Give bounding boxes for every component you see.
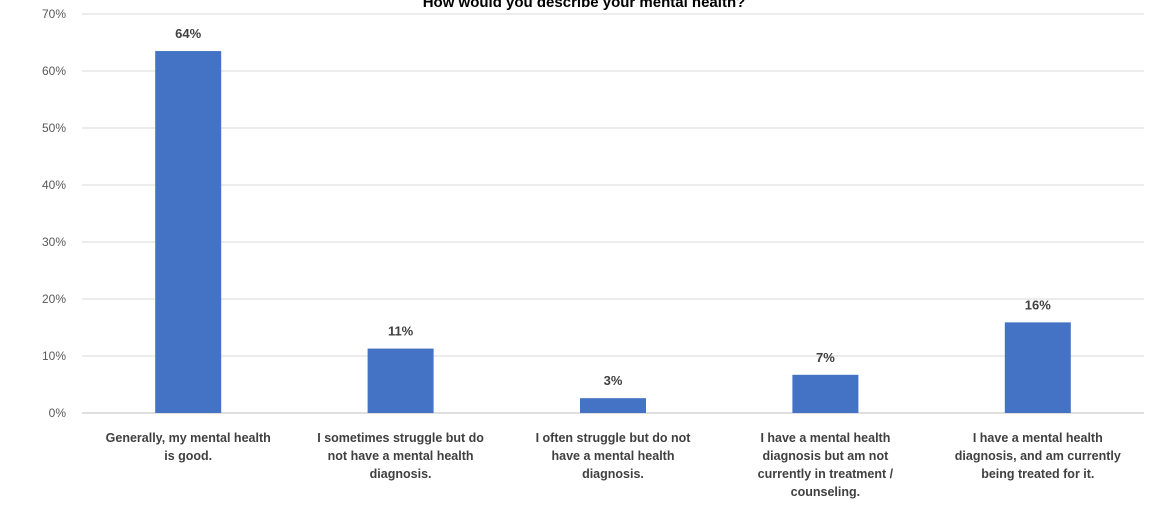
- x-category-label-line: I have a mental health: [973, 431, 1103, 445]
- data-label: 11%: [388, 324, 414, 339]
- x-category-label-line: not have a mental health: [328, 449, 474, 463]
- data-labels: 64% 11% 3% 7% 16%: [175, 26, 1051, 388]
- x-category-label: I have a mental health diagnosis, and am …: [955, 431, 1121, 481]
- y-tick-label: 50%: [42, 121, 66, 135]
- x-category-label: I often struggle but do not have a mental…: [536, 431, 692, 481]
- x-category-label-line: diagnosis but am not: [763, 449, 890, 463]
- x-category-label-line: Generally, my mental health: [106, 431, 271, 445]
- bar: [155, 51, 222, 414]
- x-category-label-line: diagnosis, and am currently: [955, 449, 1121, 463]
- y-tick-label: 20%: [42, 292, 66, 306]
- x-category-label-line: is good.: [164, 449, 212, 463]
- y-tick-label: 30%: [42, 235, 66, 249]
- x-category-label-line: diagnosis.: [582, 467, 644, 481]
- data-label: 3%: [604, 373, 623, 388]
- x-category-label-line: diagnosis.: [370, 467, 432, 481]
- x-category-label-line: I have a mental health: [760, 431, 890, 445]
- data-label: 7%: [816, 350, 835, 365]
- y-axis-tick-labels: 0% 10% 20% 30% 40% 50% 60% 70%: [42, 7, 66, 420]
- x-category-label-line: have a mental health: [552, 449, 675, 463]
- y-tick-label: 40%: [42, 178, 66, 192]
- bar: [580, 398, 646, 413]
- x-category-label-line: counseling.: [791, 485, 860, 499]
- bar: [1004, 322, 1071, 413]
- bar: [792, 374, 859, 413]
- y-tick-label: 60%: [42, 64, 66, 78]
- chart-title: How would you describe your mental healt…: [423, 0, 746, 11]
- data-label: 64%: [175, 26, 201, 41]
- x-axis-category-labels: Generally, my mental health is good. I som…: [106, 431, 1121, 499]
- x-category-label: I have a mental health diagnosis but am n…: [758, 431, 894, 499]
- x-category-label-line: I sometimes struggle but do: [317, 431, 484, 445]
- bar: [367, 348, 434, 413]
- gridlines: [82, 13, 1144, 414]
- x-category-label: I sometimes struggle but do not have a me…: [317, 431, 484, 481]
- data-label: 16%: [1025, 297, 1051, 312]
- x-category-label: Generally, my mental health is good.: [106, 431, 271, 463]
- x-category-label-line: currently in treatment /: [758, 467, 894, 481]
- y-tick-label: 0%: [49, 406, 67, 420]
- x-category-label-line: I often struggle but do not: [536, 431, 692, 445]
- y-tick-label: 70%: [42, 7, 66, 21]
- x-category-label-line: being treated for it.: [981, 467, 1094, 481]
- bars: [155, 51, 1071, 414]
- y-tick-label: 10%: [42, 349, 66, 363]
